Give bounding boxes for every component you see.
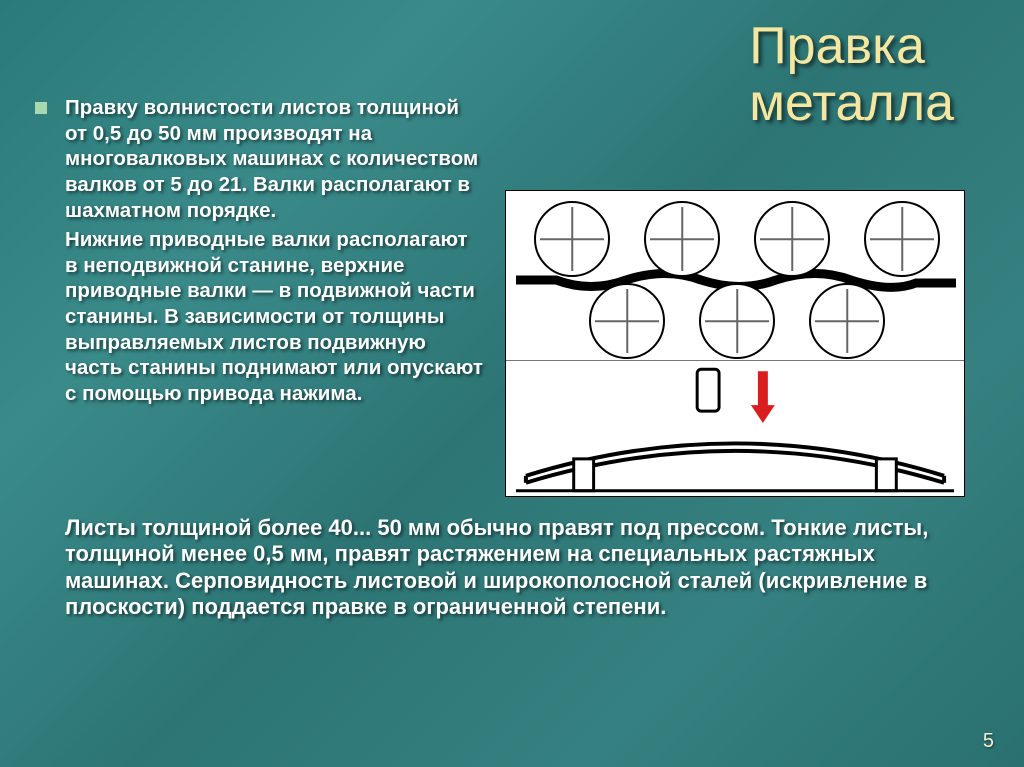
diagram-container bbox=[505, 190, 965, 497]
slide-title: Правка металла bbox=[749, 18, 954, 132]
paragraph-bullet: Правку волнистости листов толщиной от 0,… bbox=[65, 95, 485, 223]
paragraph-continuation: Нижние приводные валки располагают в неп… bbox=[65, 227, 485, 406]
top-roller bbox=[644, 201, 720, 277]
bottom-roller bbox=[699, 283, 775, 359]
bottom-roller bbox=[589, 283, 665, 359]
left-text-column: Правку волнистости листов толщиной от 0,… bbox=[35, 95, 505, 497]
top-roller bbox=[754, 201, 830, 277]
title-line1: Правка bbox=[749, 18, 954, 75]
bottom-paragraph: Листы толщиной более 40... 50 мм обычно … bbox=[35, 515, 989, 621]
bottom-roller bbox=[809, 283, 885, 359]
page-number: 5 bbox=[983, 730, 994, 753]
diagram-column bbox=[505, 95, 985, 497]
top-roller bbox=[534, 201, 610, 277]
down-arrow-icon bbox=[751, 371, 775, 423]
top-roller bbox=[864, 201, 940, 277]
title-line2: металла bbox=[749, 75, 954, 132]
press-diagram bbox=[506, 361, 964, 496]
roller-diagram bbox=[506, 191, 964, 361]
bullet-icon bbox=[35, 102, 47, 114]
